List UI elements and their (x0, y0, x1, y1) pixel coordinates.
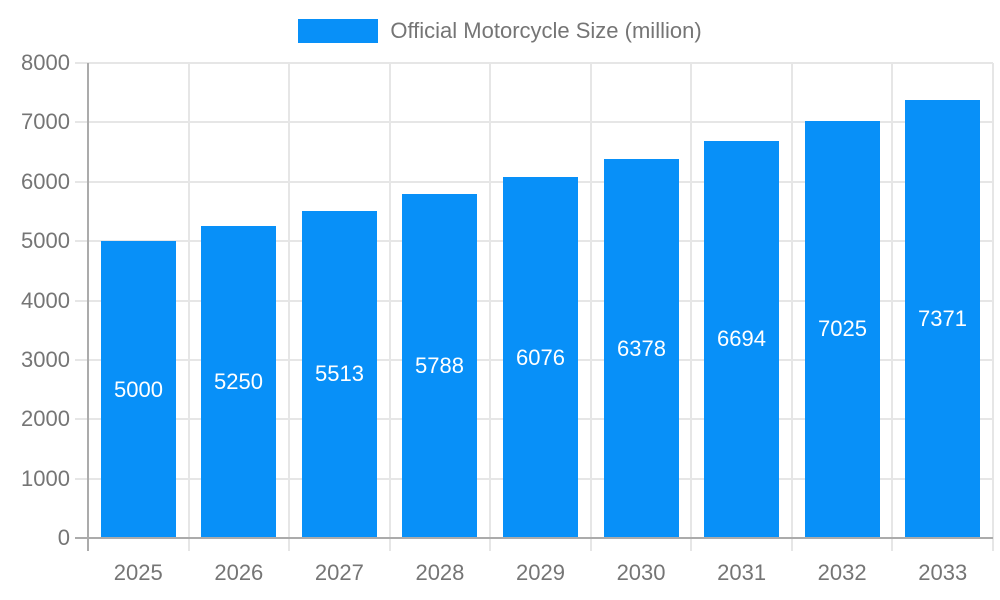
x-gridline (187, 63, 190, 551)
x-gridline (388, 63, 391, 551)
y-axis-label: 5000 (21, 228, 70, 254)
bar: 7025 (805, 120, 880, 538)
y-axis-label: 1000 (21, 465, 70, 491)
bar: 5250 (201, 226, 276, 538)
bar: 5000 (101, 241, 176, 538)
x-gridline (790, 63, 793, 551)
bar: 6076 (503, 177, 578, 538)
x-axis-line (75, 537, 993, 539)
x-axis-label: 2025 (113, 560, 163, 585)
x-axis-label: 2026 (214, 560, 264, 585)
x-axis-label: 2030 (616, 560, 666, 585)
bar: 7371 (905, 100, 980, 538)
x-gridline (489, 63, 492, 551)
x-gridline (589, 63, 592, 551)
x-axis-label: 2031 (717, 560, 767, 585)
y-gridline (75, 121, 993, 124)
x-axis-label: 2032 (817, 560, 867, 585)
y-axis-label: 7000 (21, 109, 70, 135)
bar: 6694 (704, 140, 779, 538)
bar-value-label: 7025 (818, 316, 867, 342)
x-axis-label: 2033 (918, 560, 968, 585)
bar: 5788 (402, 194, 477, 538)
bar-value-label: 5250 (214, 369, 263, 395)
x-gridline (891, 63, 894, 551)
bar: 6378 (604, 159, 679, 538)
x-axis-label: 2027 (314, 560, 364, 585)
x-gridline (690, 63, 693, 551)
y-axis-label: 4000 (21, 287, 70, 313)
y-axis-label: 8000 (21, 50, 70, 75)
bar: 5513 (302, 210, 377, 538)
x-gridline (288, 63, 291, 551)
y-gridline (75, 62, 993, 64)
legend-label: Official Motorcycle Size (million) (390, 18, 702, 43)
bar-value-label: 6694 (717, 326, 766, 352)
bar-value-label: 6378 (617, 335, 666, 361)
bar-value-label: 7371 (918, 306, 967, 332)
y-axis-label: 3000 (21, 346, 70, 372)
y-axis-line (87, 63, 89, 551)
y-axis-label: 0 (57, 525, 70, 550)
legend-swatch (298, 19, 379, 43)
y-axis-label: 6000 (21, 168, 70, 194)
x-axis-label: 2028 (415, 560, 465, 585)
x-gridline (992, 63, 994, 551)
bar-value-label: 5513 (315, 361, 364, 387)
x-axis-label: 2029 (516, 560, 565, 585)
y-axis-label: 2000 (21, 406, 70, 432)
bar-value-label: 6076 (516, 344, 565, 370)
bar-value-label: 5000 (114, 376, 163, 402)
legend[interactable]: Official Motorcycle Size (million) (0, 16, 1000, 46)
bar-value-label: 5788 (415, 353, 464, 379)
